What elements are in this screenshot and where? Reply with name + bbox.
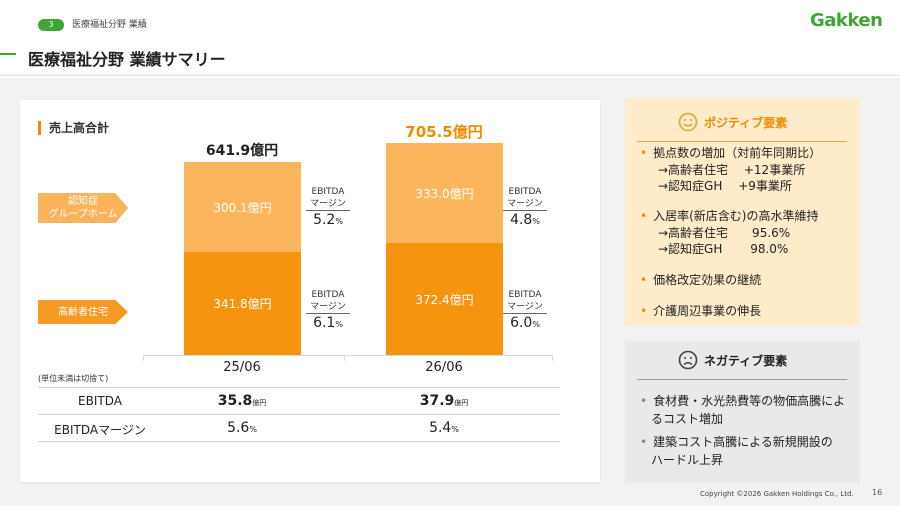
list-item-continued: るコスト増加	[651, 412, 724, 426]
list-item: • 介護周辺事業の伸長	[640, 304, 762, 318]
table-cell: 37.9億円	[419, 393, 469, 409]
ebitda-divider	[503, 313, 547, 314]
chart-title: 売上高合計	[38, 121, 109, 135]
bar-segment-elderly-housing: 341.8億円	[184, 252, 301, 355]
page-number: 16	[872, 488, 883, 497]
ebitda-margin-caption: EBITDA マージン	[507, 187, 543, 209]
positive-title: ポジティブ要素	[704, 116, 788, 130]
table-divider	[38, 441, 560, 442]
bar-total-label: 705.5億円	[405, 123, 483, 142]
negative-factors-box	[625, 341, 860, 483]
x-tick-label: 25/06	[223, 360, 261, 375]
table-row-label: EBITDAマージン	[54, 423, 146, 437]
unit-note: (単位未満は切捨て)	[38, 374, 109, 383]
chart-card	[20, 100, 600, 482]
page-title: 医療福祉分野 業績サマリー	[28, 50, 226, 69]
list-subitem: →認知症GH 98.0%	[658, 242, 789, 256]
gakken-logo: Gakken	[810, 10, 883, 31]
ebitda-margin-caption: EBITDA マージン	[310, 187, 346, 209]
list-subitem: →高齢者住宅 95.6%	[658, 226, 791, 240]
negative-title: ネガティブ要素	[704, 354, 788, 368]
ebitda-margin-value: 6.1%	[313, 315, 343, 331]
positive-factors-box	[625, 98, 860, 326]
smile-face-icon	[678, 112, 698, 132]
table-divider	[38, 414, 560, 415]
x-tick-label: 26/06	[425, 360, 463, 375]
section-number-badge: 3	[38, 19, 64, 31]
section-label: 医療福祉分野 業績	[72, 20, 147, 30]
list-subitem: →高齢者住宅 +12事業所	[658, 163, 806, 177]
ebitda-margin-caption: EBITDA マージン	[507, 290, 543, 312]
title-divider	[0, 75, 900, 76]
table-cell: 35.8億円	[217, 393, 267, 409]
table-cell: 5.4%	[429, 420, 459, 436]
table-divider	[38, 387, 560, 388]
bar-segment-elderly-housing: 372.4億円	[386, 243, 503, 355]
x-axis-tick	[344, 355, 345, 361]
ebitda-margin-value: 4.8%	[510, 212, 540, 228]
ebitda-margin-value: 5.2%	[313, 212, 343, 228]
list-subitem: →認知症GH +9事業所	[658, 179, 792, 193]
title-accent-bar	[0, 53, 16, 55]
x-axis-tick	[143, 355, 144, 361]
header-band	[0, 0, 900, 78]
ebitda-divider	[503, 210, 547, 211]
positive-divider	[637, 141, 847, 142]
list-item: • 食材費・水光熱費等の物価高騰によ	[640, 394, 846, 408]
series-label-gh-line2: グループホーム	[48, 209, 118, 220]
list-item: • 建築コスト高騰による新規開設の	[640, 435, 833, 449]
ebitda-margin-value: 6.0%	[510, 315, 540, 331]
series-label-gh-line1: 認知症	[67, 196, 98, 207]
bar-segment-group-home: 333.0億円	[386, 143, 503, 244]
list-item: • 拠点数の増加（対前年同期比）	[640, 146, 822, 160]
bar-total-label: 641.9億円	[205, 143, 279, 160]
series-label-group-home: 認知症グループホーム	[38, 193, 128, 223]
bar-segment-group-home: 300.1億円	[184, 162, 301, 253]
x-axis-tick	[552, 355, 553, 361]
ebitda-divider	[306, 313, 350, 314]
negative-divider	[637, 379, 847, 380]
table-cell: 5.6%	[227, 420, 257, 436]
ebitda-margin-caption: EBITDA マージン	[310, 290, 346, 312]
series-label-elderly-housing: 高齢者住宅	[38, 300, 128, 324]
list-item: • 入居率(新店含む)の高水準維持	[640, 209, 819, 223]
table-row-label: EBITDA	[78, 394, 122, 408]
list-item: • 価格改定効果の継続	[640, 273, 762, 287]
list-item-continued: ハードル上昇	[651, 453, 724, 467]
x-axis-line	[143, 355, 553, 356]
sad-face-icon	[678, 350, 698, 370]
ebitda-divider	[306, 210, 350, 211]
copyright: Copyright ©2026 Gakken Holdings Co., Ltd…	[700, 490, 854, 498]
